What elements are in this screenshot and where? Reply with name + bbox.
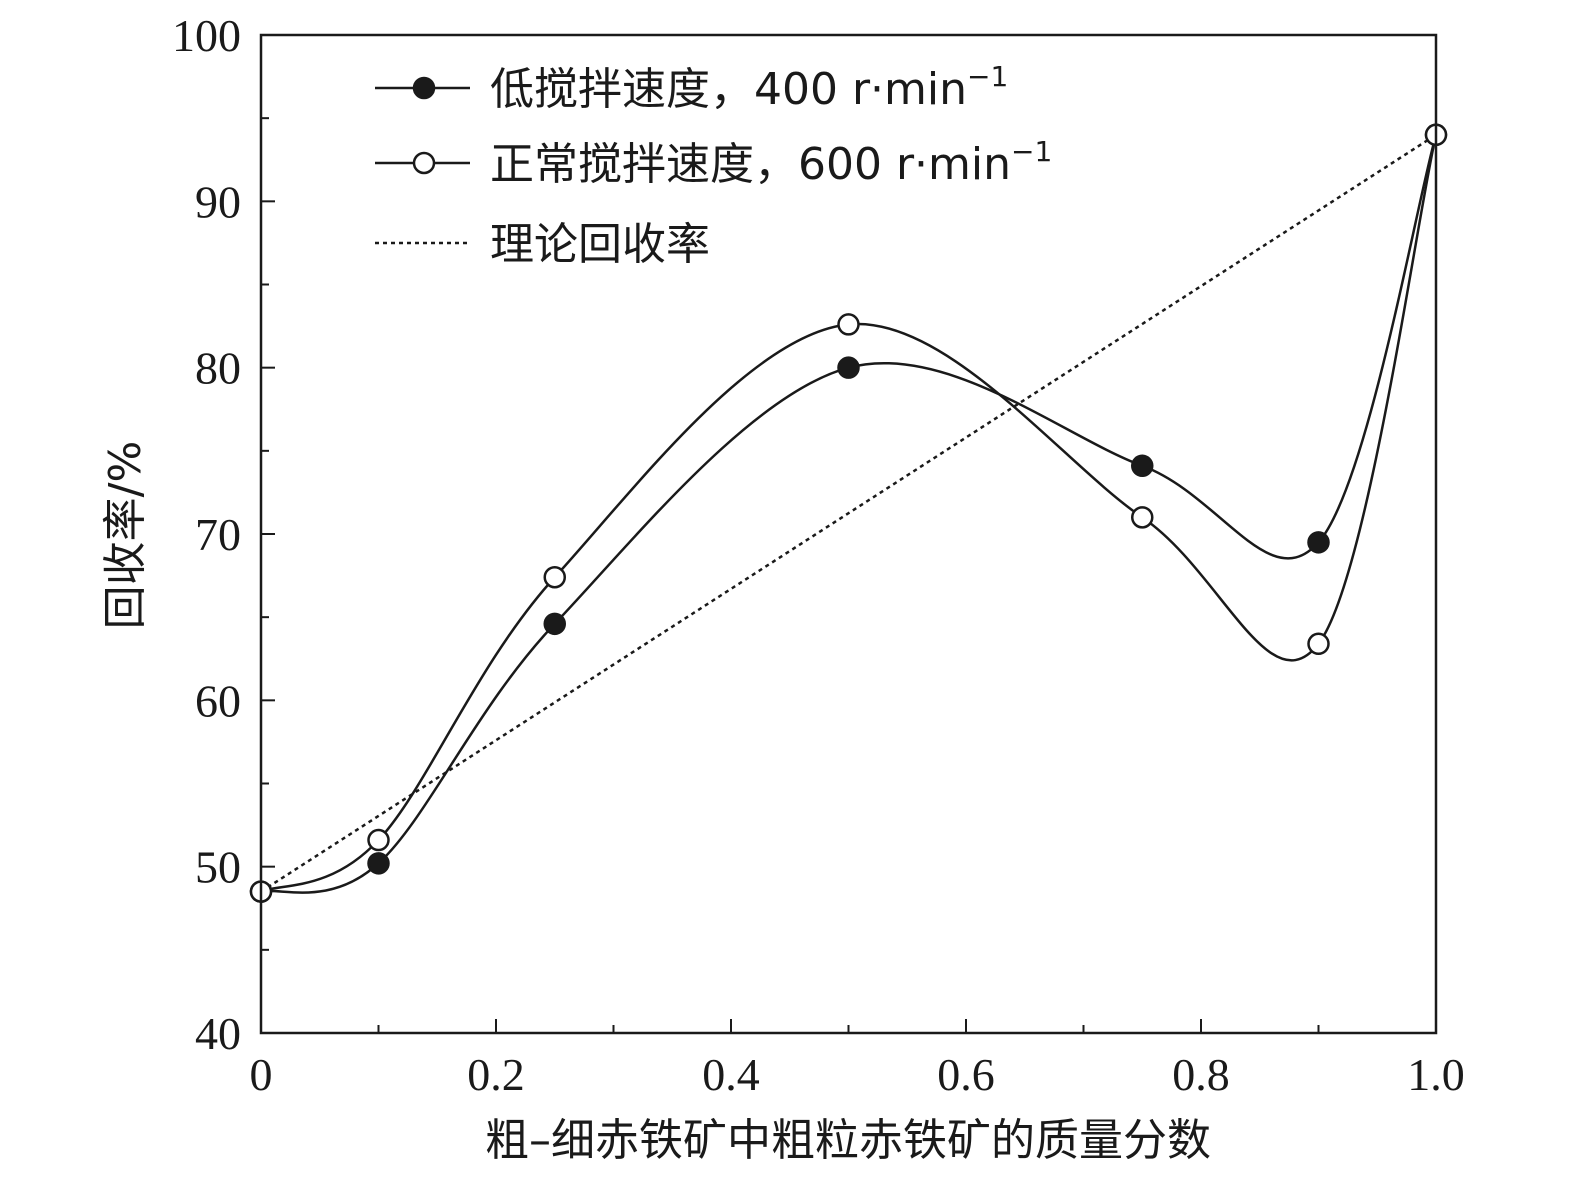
x-axis-title: 粗–细赤铁矿中粗粒赤铁矿的质量分数: [485, 1115, 1211, 1166]
legend-label-normal-speed-main: 正常搅拌速度，600 r·min: [490, 139, 1011, 190]
legend-label-theoretical: 理论回收率: [490, 219, 710, 270]
legend-item-low-speed: 低搅拌速度，400 r·min−1: [375, 60, 1008, 115]
data-point-normal-speed: [1131, 506, 1154, 529]
data-point-normal-speed: [1307, 632, 1330, 656]
x-tick-label: 0.6: [937, 1049, 995, 1100]
series-lines: [260, 133, 1438, 894]
y-tick-label: 90: [195, 176, 241, 227]
legend-label-normal-speed: 正常搅拌速度，600 r·min−1: [490, 135, 1052, 190]
data-point-low-speed: [367, 852, 390, 875]
y-tick-label: 80: [195, 343, 241, 394]
legend-label-low-speed-sup: −1: [967, 60, 1008, 93]
legend-label-normal-speed-sup: −1: [1011, 135, 1052, 168]
series-line-theoretical: [260, 133, 1437, 893]
legend-marker-low-speed: [412, 76, 436, 100]
series-line-low-speed: [260, 134, 1438, 894]
data-point-low-speed: [1307, 531, 1330, 554]
legend-label-low-speed-main: 低搅拌速度，400 r·min: [490, 64, 967, 115]
y-tick-labels: 40 50 60 70 80 90 100: [172, 10, 241, 1059]
legend-item-normal-speed: 正常搅拌速度，600 r·min−1: [375, 135, 1052, 190]
y-tick-label: 40: [195, 1008, 241, 1059]
y-tick-label: 60: [195, 675, 241, 726]
legend: 低搅拌速度，400 r·min−1 正常搅拌速度，600 r·min−1 理论回…: [375, 60, 1052, 270]
data-point-low-speed: [1131, 454, 1154, 478]
data-point-normal-speed: [837, 313, 860, 336]
data-point-low-speed: [543, 612, 566, 636]
x-tick-label: 0: [250, 1049, 273, 1100]
y-tick-label: 100: [172, 10, 241, 61]
x-tick-label: 0.4: [702, 1049, 760, 1100]
data-point-low-speed: [837, 356, 860, 379]
x-tick-labels: 0 0.2 0.4 0.6 0.8 1.0: [250, 1049, 1465, 1100]
y-tick-label: 50: [195, 842, 241, 893]
x-tick-label: 0.2: [467, 1049, 525, 1100]
data-point-normal-speed: [543, 565, 566, 589]
y-axis-title: 回收率/%: [100, 441, 151, 630]
plot-frame: [259, 33, 1438, 1035]
legend-marker-normal-speed: [412, 151, 436, 175]
x-tick-label: 0.8: [1172, 1049, 1230, 1100]
series-line-normal-speed: [260, 134, 1438, 893]
y-tick-label: 70: [195, 509, 241, 560]
legend-label-low-speed: 低搅拌速度，400 r·min−1: [490, 60, 1008, 115]
data-point-normal-speed: [367, 828, 390, 852]
x-tick-label: 1.0: [1407, 1049, 1465, 1100]
legend-item-theoretical: 理论回收率: [375, 219, 710, 270]
